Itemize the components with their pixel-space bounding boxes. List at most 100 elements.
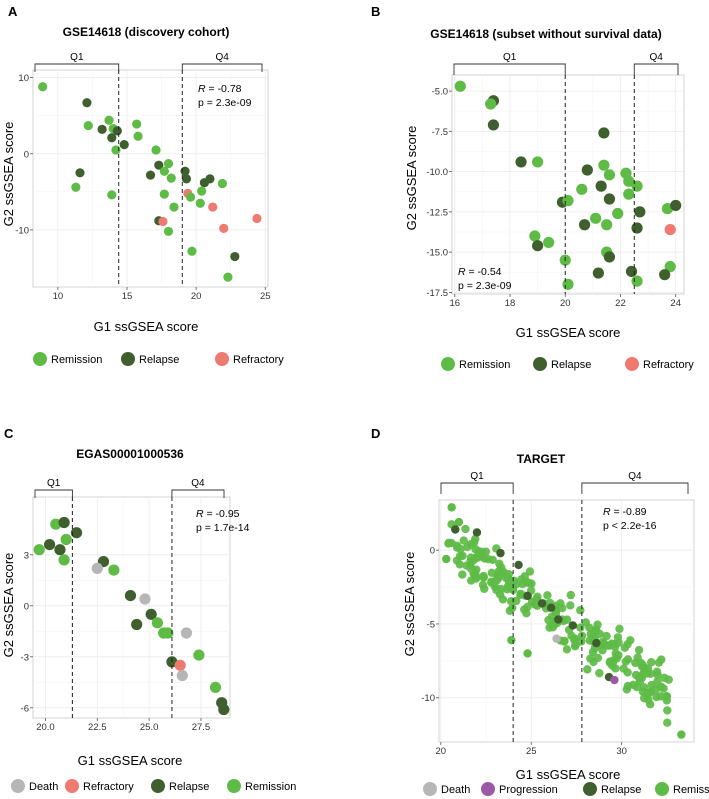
r-symbol: R [198,83,206,95]
y-tick-label: -7.5 [432,127,448,138]
data-point-relapse [523,591,532,601]
legend-label-relapse: Relapse [169,781,209,793]
data-point-remission [636,658,646,668]
data-point-remission [159,189,169,199]
legend-label-relapse: Relapse [139,354,179,366]
data-point-remission [543,591,552,600]
data-point-remission [502,573,511,583]
data-point-remission [562,278,574,290]
data-point-remission [60,533,72,546]
legend-label-remission: Remission [673,784,709,796]
data-point-remission [508,603,517,613]
data-point-remission [193,649,205,661]
data-point-remission [626,636,635,645]
data-point-remission [631,670,641,680]
x-tick-label: 27.5 [192,722,211,733]
data-point-remission [562,615,572,624]
data-point-remission [488,555,497,564]
data-point-remission [523,602,532,611]
data-point-relapse [451,525,460,534]
data-point-remission [611,664,620,673]
panel-a-xlabel: G1 ssGSEA score [94,319,199,334]
data-point-remission [169,202,179,212]
data-point-remission [631,275,643,287]
legend-swatch-death [11,779,25,793]
data-point-remission [523,649,532,658]
data-point-remission [162,627,174,639]
data-point-remission [598,159,610,171]
data-point-remission [620,643,630,653]
q4-label: Q4 [649,52,663,63]
data-point-remission [442,554,451,564]
data-point-remission [454,517,464,527]
data-point-refractory [252,213,262,224]
legend-label-refractory: Refractory [643,359,694,371]
data-point-relapse [107,133,117,143]
x-tick-label: 25.0 [140,722,159,733]
q1-bracket [34,63,120,72]
y-tick-label: -5 [427,619,435,630]
legend-swatch-death [423,782,437,796]
data-point-relapse [603,251,616,263]
x-tick-label: 25 [526,746,537,757]
data-point-remission [497,563,506,572]
panel-b-plot: 16 18 20 22 24 -5.0 -7.5 -10.0 -12.5 -15.0 -17.5 Q1… [426,52,685,309]
panel-b-title: GSE14618 (subset without survival data) [430,27,661,41]
data-point-remission [602,631,611,641]
data-point-remission [459,536,468,545]
q4-label: Q4 [628,471,642,482]
data-point-remission [623,188,635,200]
r-value: = -0.54 [466,266,502,278]
data-point-relapse [581,164,593,176]
r-symbol: R [196,508,204,520]
q1-bracket [453,63,566,75]
y-tick-label: -10.0 [426,167,448,178]
x-tick-label: 18 [505,298,516,309]
data-point-relapse [670,199,682,212]
data-point-remission [458,570,467,579]
data-point-remission [663,718,672,727]
x-tick-label: 15 [122,291,133,302]
data-point-remission [466,576,476,585]
x-tick-label: 25 [260,291,271,302]
data-point-remission [209,681,222,694]
data-point-remission [187,246,197,256]
data-point-remission [507,635,516,645]
data-point-remission [466,564,476,574]
q1-label: Q1 [470,471,484,482]
r-value: = -0.78 [206,83,242,95]
data-point-remission [461,524,470,534]
data-point-remission [603,169,616,181]
data-point-remission [631,180,643,192]
data-point-remission [532,156,544,168]
data-point-remission [195,198,205,208]
data-point-remission [653,677,662,686]
x-tick-label: 20.0 [36,722,55,733]
data-point-remission [653,670,662,680]
y-tick-label: -15.0 [426,248,448,259]
q4-label: Q4 [191,478,205,489]
y-tick-label: -6 [21,703,29,714]
data-point-refractory [174,659,186,671]
legend-label-remission: Remission [51,354,102,366]
legend-swatch-remission [655,782,669,796]
legend-swatch-refractory [215,352,229,366]
legend-label-refractory: Refractory [83,781,134,793]
data-point-remission [474,547,484,556]
data-point-remission [646,687,655,697]
data-point-relapse [532,240,544,252]
data-point-relapse [496,548,505,558]
data-point-remission [566,601,575,610]
data-point-remission [71,182,81,192]
x-tick-label: 20 [560,298,571,309]
data-point-remission [108,564,120,576]
x-tick-label: 22.5 [88,722,107,733]
data-point-relapse [119,140,129,150]
y-tick-label: -12.5 [426,207,448,218]
data-point-remission [529,230,541,242]
data-point-relapse [230,251,240,262]
data-point-remission [38,82,48,92]
data-point-remission [558,603,567,613]
legend-label-remission: Remission [245,781,296,793]
data-point-remission [166,173,176,183]
